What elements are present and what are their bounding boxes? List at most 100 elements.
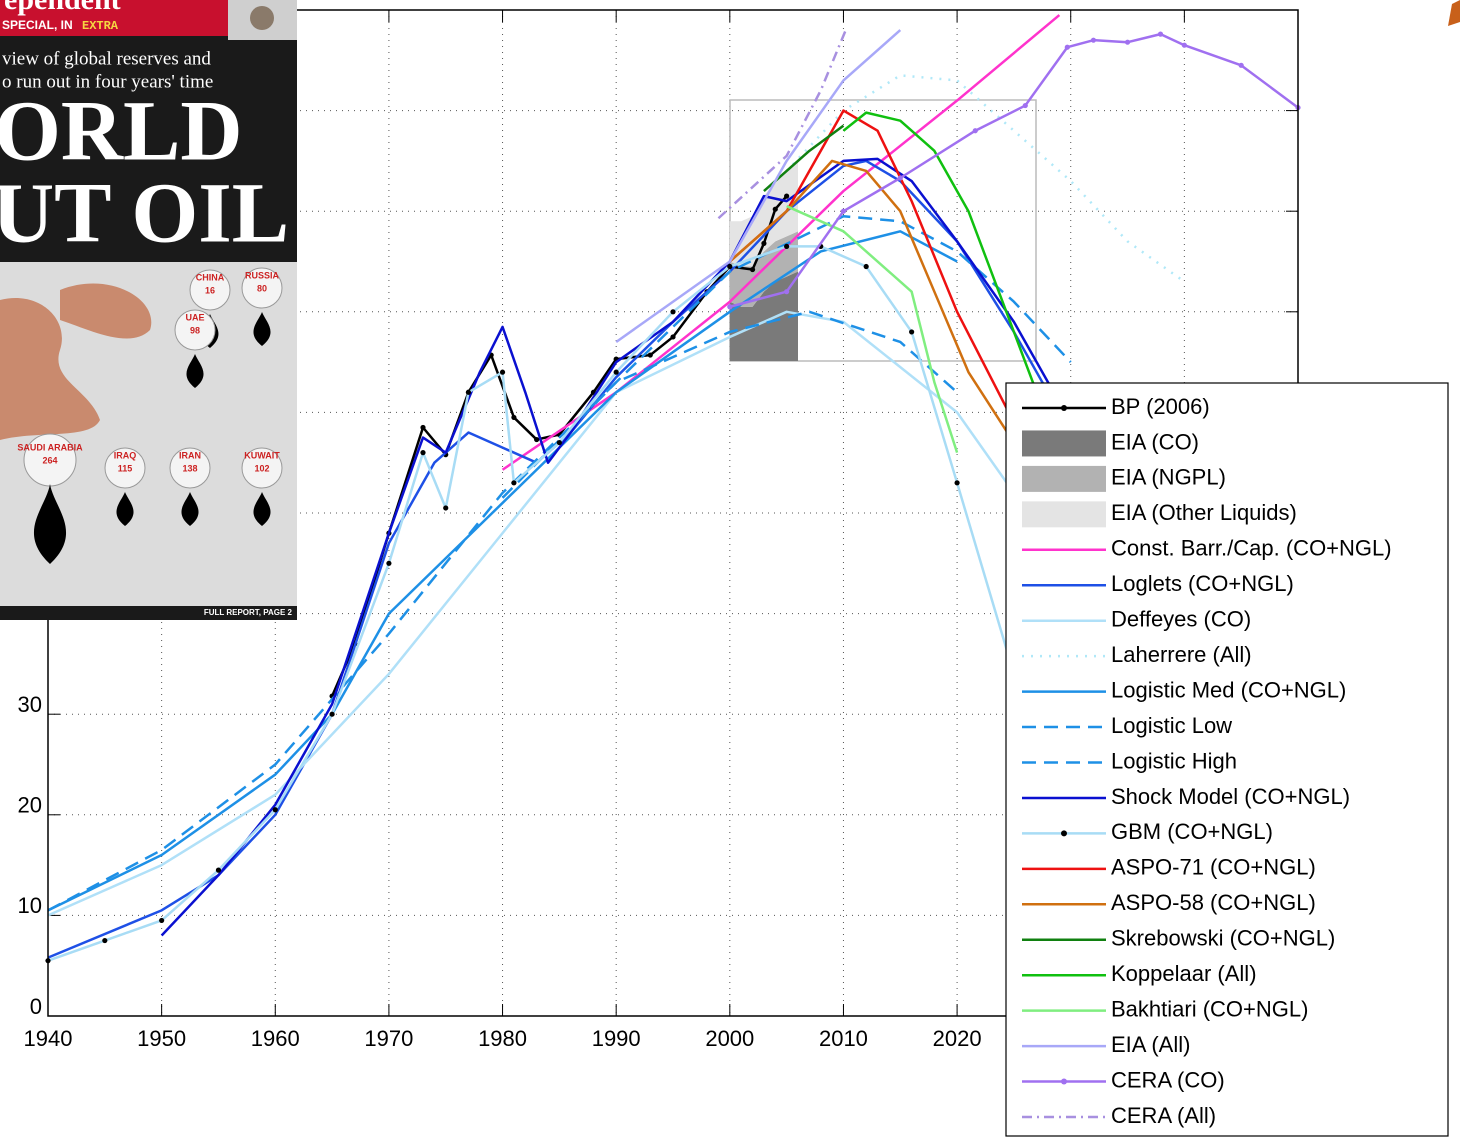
series-marker	[784, 244, 789, 249]
series-marker	[954, 480, 959, 485]
drop-value: 102	[254, 463, 269, 473]
legend-label: EIA (CO)	[1111, 429, 1199, 454]
series-marker	[443, 505, 448, 510]
x-tick-label: 1970	[364, 1026, 413, 1051]
series-marker	[727, 304, 732, 309]
portrait-head	[250, 6, 274, 30]
tagline: SPECIAL, IN	[2, 18, 73, 32]
legend-label: Skrebowski (CO+NGL)	[1111, 926, 1335, 951]
series-marker	[1182, 43, 1187, 48]
series-marker	[534, 437, 539, 442]
series-line	[730, 34, 1298, 307]
legend-label: Laherrere (All)	[1111, 642, 1252, 667]
series-marker	[420, 425, 425, 430]
legend-label: EIA (NGPL)	[1111, 465, 1226, 490]
series-marker	[511, 415, 516, 420]
series-marker	[102, 938, 107, 943]
series-marker	[420, 450, 425, 455]
series-marker	[1065, 45, 1070, 50]
legend-label: Logistic Low	[1111, 713, 1232, 738]
x-tick-label: 2010	[819, 1026, 868, 1051]
series-marker	[329, 712, 334, 717]
series-marker	[614, 370, 619, 375]
drop-value: 80	[257, 283, 267, 293]
legend-marker	[1061, 830, 1067, 836]
legend-label: Bakhtiari (CO+NGL)	[1111, 996, 1308, 1021]
series-marker	[466, 390, 471, 395]
series-marker	[973, 128, 978, 133]
legend-label: ASPO-58 (CO+NGL)	[1111, 890, 1316, 915]
footer: FULL REPORT, PAGE 2	[204, 608, 293, 617]
drop-value: 264	[42, 455, 57, 465]
drop-country: RUSSIA	[245, 270, 280, 280]
x-tick-label: 1980	[478, 1026, 527, 1051]
tagline-extra: EXTRA	[82, 19, 119, 33]
series-marker	[648, 352, 653, 357]
x-tick-label: 1990	[592, 1026, 641, 1051]
drop-value: 115	[118, 463, 133, 473]
y-tick-label: 0	[30, 994, 42, 1019]
x-tick-label: 2000	[705, 1026, 754, 1051]
legend-label: EIA (Other Liquids)	[1111, 500, 1297, 525]
x-tick-label: 1950	[137, 1026, 186, 1051]
drop-country: SAUDI ARABIA	[17, 442, 83, 452]
drop-value: 16	[205, 285, 215, 295]
series-marker	[841, 209, 846, 214]
series-marker	[909, 329, 914, 334]
series-marker	[511, 480, 516, 485]
series-marker	[784, 289, 789, 294]
legend-label: BP (2006)	[1111, 394, 1210, 419]
series-marker	[386, 561, 391, 566]
y-tick-label: 20	[18, 793, 42, 818]
series-marker	[273, 807, 278, 812]
legend-label: Logistic High	[1111, 748, 1237, 773]
corner-mark	[1448, 0, 1460, 26]
series-marker	[670, 309, 675, 314]
chart: 1940195019601970198019902000201020202030…	[0, 0, 1460, 1139]
series-line	[787, 75, 1185, 281]
series-marker	[1023, 103, 1028, 108]
series-marker	[727, 264, 732, 269]
legend-label: GBM (CO+NGL)	[1111, 819, 1273, 844]
legend-label: ASPO-71 (CO+NGL)	[1111, 855, 1316, 880]
masthead: ependent	[4, 0, 121, 16]
drop-country: KUWAIT	[244, 450, 280, 460]
series-marker	[216, 868, 221, 873]
x-tick-label: 1940	[24, 1026, 73, 1051]
y-tick-label: 10	[18, 893, 42, 918]
legend-label: Deffeyes (CO)	[1111, 607, 1251, 632]
series-marker	[773, 207, 778, 212]
series-line	[162, 159, 1071, 936]
newspaper-clipping: ependent SPECIAL, IN EXTRA view of globa…	[0, 0, 297, 620]
legend-swatch	[1022, 466, 1106, 492]
legend-swatch	[1022, 501, 1106, 527]
series-marker	[557, 440, 562, 445]
series-marker	[761, 241, 766, 246]
series-marker	[500, 370, 505, 375]
drop-country: UAE	[185, 312, 204, 322]
legend-label: CERA (All)	[1111, 1103, 1216, 1128]
series-marker	[1125, 40, 1130, 45]
legend-marker	[1061, 1079, 1067, 1085]
series-marker	[670, 334, 675, 339]
series-marker	[898, 175, 903, 180]
drop-country: IRAN	[179, 450, 201, 460]
drop-country: IRAQ	[114, 450, 137, 460]
legend-label: CERA (CO)	[1111, 1067, 1225, 1092]
drop-value: 98	[190, 325, 200, 335]
legend-label: Loglets (CO+NGL)	[1111, 571, 1294, 596]
series-marker	[1239, 63, 1244, 68]
legend-label: Const. Barr./Cap. (CO+NGL)	[1111, 536, 1392, 561]
legend-label: EIA (All)	[1111, 1032, 1190, 1057]
series-marker	[784, 194, 789, 199]
legend-swatch	[1022, 430, 1106, 456]
headline: UT OIL	[0, 165, 289, 261]
series-marker	[1091, 38, 1096, 43]
subhead: view of global reserves and	[2, 48, 211, 69]
series-marker	[864, 264, 869, 269]
series-marker	[159, 918, 164, 923]
legend: BP (2006) EIA (CO) EIA (NGPL) EIA (Other Li…	[1006, 383, 1448, 1136]
legend-label: Logistic Med (CO+NGL)	[1111, 677, 1346, 702]
y-tick-label: 30	[18, 692, 42, 717]
legend-label: Shock Model (CO+NGL)	[1111, 784, 1350, 809]
